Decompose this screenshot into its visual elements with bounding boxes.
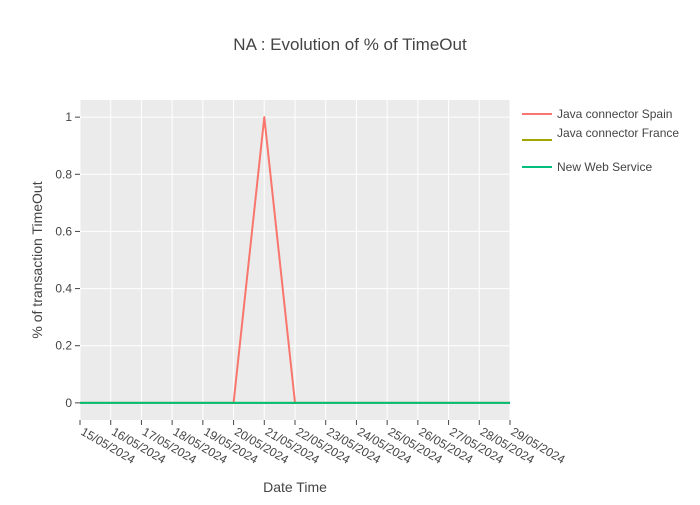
grid-layer (79, 100, 511, 420)
series-layer (80, 116, 510, 404)
chart-title: NA : Evolution of % of TimeOut (233, 35, 467, 54)
y-axis-title: % of transaction TimeOut (29, 181, 45, 338)
legend-label: Java connector France (557, 126, 679, 140)
y-tick-label: 0 (65, 396, 72, 410)
legend-label: New Web Service (557, 160, 652, 174)
y-tick-label: 0.6 (55, 224, 72, 238)
legend[interactable]: Java connector Spain Java connector Franc… (522, 107, 679, 174)
legend-item-1[interactable]: Java connector Spain (522, 107, 672, 121)
y-tick-label: 1 (65, 110, 72, 124)
legend-item-2[interactable]: Java connector France (522, 126, 679, 141)
x-axis-title: Date Time (263, 479, 327, 495)
y-tick-label: 0.8 (55, 167, 72, 181)
y-tick-label: 0.4 (55, 282, 72, 296)
legend-label: Java connector Spain (557, 107, 672, 121)
y-tick-label: 0.2 (55, 339, 72, 353)
legend-item-3[interactable]: New Web Service (522, 160, 652, 174)
